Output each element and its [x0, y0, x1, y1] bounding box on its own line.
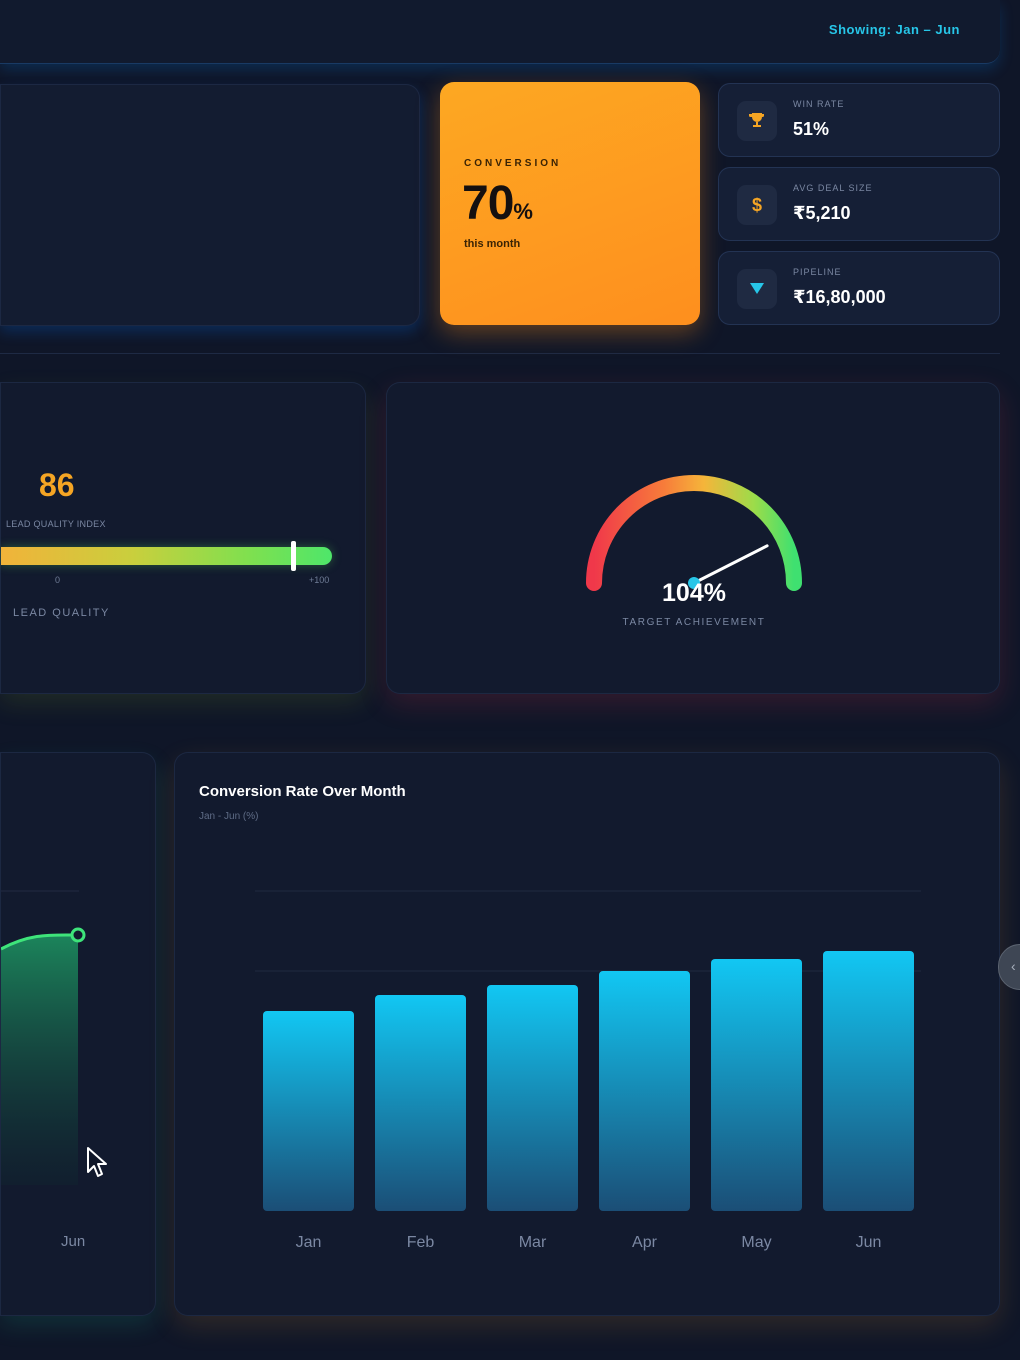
trend-line: [1, 933, 79, 951]
x-tick-label: Mar: [519, 1234, 547, 1251]
date-range-label[interactable]: Showing: Jan – Jun: [828, 22, 960, 37]
top-header: Showing: Jan – Jun: [0, 0, 1000, 64]
bar-may[interactable]: [711, 959, 802, 1211]
section-divider: [0, 353, 1000, 354]
conversion-subtext: this month: [464, 238, 521, 250]
trophy-icon: [737, 101, 777, 141]
chart-subtitle: Jan - Jun (%): [199, 811, 259, 822]
x-tick-label: Feb: [407, 1234, 435, 1251]
gauge-value: 104%: [662, 579, 726, 607]
conversion-card: CONVERSION 70% this month: [440, 82, 700, 325]
bar-jan[interactable]: [263, 1011, 354, 1211]
stat-value: 51%: [793, 119, 830, 139]
conversion-rate-chart-panel: Conversion Rate Over Month Jan - Jun (%)…: [174, 752, 1000, 1316]
stat-card-win-rate: WIN RATE 51%: [718, 83, 1000, 157]
x-tick-label: Jun: [856, 1234, 882, 1251]
trend-area: [1, 934, 78, 1185]
lead-quality-max: +100: [309, 575, 330, 585]
gauge-label: TARGET ACHIEVEMENT: [622, 617, 766, 628]
conversion-rate-bar-chart: Jan Feb Mar Apr May Jun: [255, 890, 921, 1251]
lead-quality-value: 86: [39, 467, 75, 503]
x-tick-label: Jun: [61, 1233, 86, 1250]
lead-quality-marker: [291, 541, 296, 571]
conversion-label: CONVERSION: [464, 158, 562, 169]
x-tick-label: May: [741, 1234, 771, 1251]
chart-title: Conversion Rate Over Month: [199, 783, 406, 800]
target-achievement-panel: 104% TARGET ACHIEVEMENT: [386, 382, 1000, 694]
left-trend-panel: Jun: [0, 752, 156, 1316]
lead-quality-panel: 86 LEAD QUALITY INDEX 0 +100 LEAD QUALIT…: [0, 382, 366, 694]
funnel-icon: [737, 269, 777, 309]
stat-label: WIN RATE: [793, 99, 845, 109]
dollar-icon: $: [737, 185, 777, 225]
stat-card-pipeline: PIPELINE ₹16,80,000: [718, 251, 1000, 325]
stat-value: ₹5,210: [793, 203, 851, 223]
lead-quality-bar: [1, 547, 332, 565]
x-tick-label: Jan: [296, 1234, 322, 1251]
x-tick-label: Apr: [632, 1234, 658, 1251]
chevron-left-icon: ‹: [1011, 958, 1016, 974]
collapse-panel-tab[interactable]: ‹: [998, 944, 1020, 990]
trend-point: [70, 927, 86, 943]
lead-quality-index-label: LEAD QUALITY INDEX: [6, 519, 106, 529]
bar-apr[interactable]: [599, 971, 690, 1211]
gauge-hub: [688, 577, 700, 589]
top-left-panel: [0, 84, 420, 326]
lead-quality-title: LEAD QUALITY: [13, 607, 110, 619]
bar-jun[interactable]: [823, 951, 914, 1211]
conversion-number: 70: [462, 177, 514, 230]
stat-value: ₹16,80,000: [793, 287, 886, 307]
stat-card-avg-deal-size: $ AVG DEAL SIZE ₹5,210: [718, 167, 1000, 241]
bar-feb[interactable]: [375, 995, 466, 1211]
gauge-arc: [586, 475, 802, 591]
stat-label: AVG DEAL SIZE: [793, 183, 873, 193]
bar-mar[interactable]: [487, 985, 578, 1211]
gauge-needle: [692, 544, 769, 585]
stat-label: PIPELINE: [793, 267, 842, 277]
left-trend-chart: [1, 890, 86, 1185]
conversion-value: 70%: [462, 176, 533, 231]
mouse-cursor-icon: [87, 1147, 107, 1177]
conversion-unit: %: [513, 199, 533, 224]
target-gauge: [586, 475, 802, 591]
lead-quality-min: 0: [55, 575, 61, 585]
